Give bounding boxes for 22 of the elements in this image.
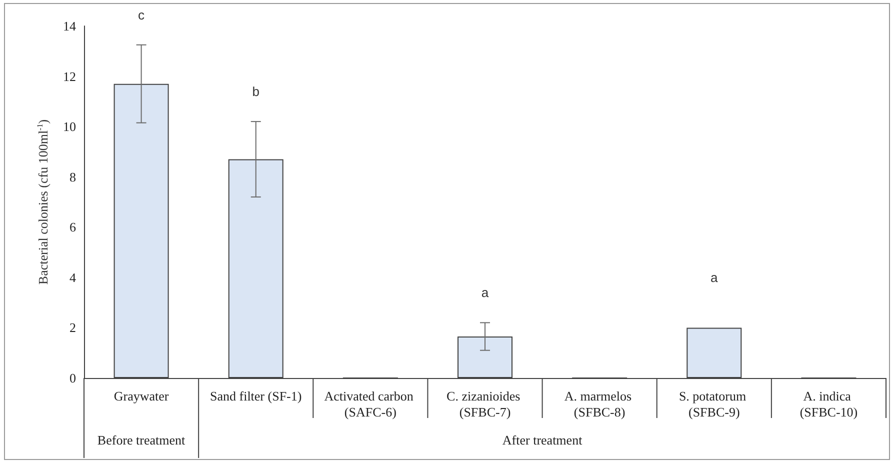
x-tick-label: Graywater: [114, 388, 170, 404]
y-tick-label: 8: [70, 169, 76, 184]
x-tick-label: Sand filter (SF-1): [210, 388, 302, 404]
y-tick-label: 0: [70, 370, 76, 386]
text: c: [138, 7, 146, 22]
x-tick-label: A. marmelos (SFBC-8): [564, 388, 635, 420]
annotation: a: [710, 270, 719, 286]
y-tick-label: 4: [70, 270, 76, 285]
y-tick-label: 2: [70, 320, 76, 336]
x-tick-label: Activated carbon (SAFC-6): [324, 388, 417, 420]
y-tick-label: 12: [63, 68, 76, 84]
text: Before treatment: [97, 432, 186, 448]
x-tick-label: A. indica (SFBC-10): [800, 388, 858, 420]
x-tick-label: S. potatorum (SFBC-9): [678, 388, 750, 420]
annotation: a: [481, 285, 490, 300]
x-tick-label: C. zizanioides (SFBC-7): [446, 388, 524, 420]
y-axis-title: Bacterial colonies (cfu 100ml-1): [36, 119, 50, 285]
y-tick-label: 10: [63, 119, 76, 134]
text: After treatment: [502, 432, 583, 448]
y-tick-label: 14: [63, 18, 76, 34]
y-tick-label: 6: [70, 220, 76, 235]
annotation: b: [252, 84, 260, 100]
